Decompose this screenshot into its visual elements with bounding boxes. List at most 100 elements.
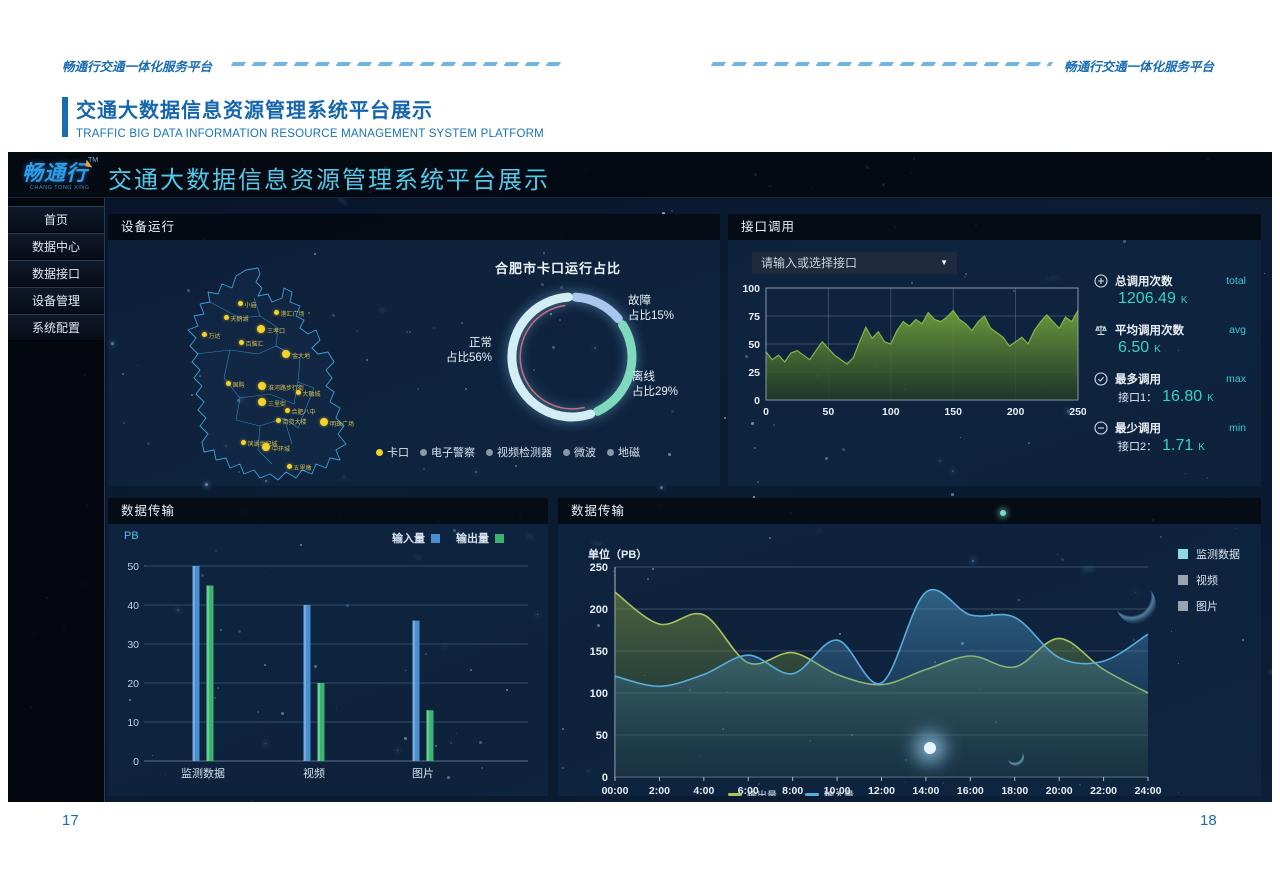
map-poi-dot <box>258 382 266 390</box>
map-poi-label: 百脑汇 <box>245 342 264 348</box>
stat-value: 1206.49 <box>1118 290 1176 307</box>
sidebar-item-data-interface[interactable]: 数据接口 <box>8 260 104 287</box>
title-block: 交通大数据信息资源管理系统平台展示 TRAFFIC BIG DATA INFOR… <box>62 94 544 140</box>
svg-text:20: 20 <box>127 678 139 690</box>
dashboard-topbar: 畅通行TM CHANG TONG XING 交通大数据信息资源管理系统平台展示 <box>8 152 1272 198</box>
sidebar-item-data-center[interactable]: 数据中心 <box>8 233 104 260</box>
donut-legend-item[interactable]: 地磁 <box>607 444 640 460</box>
svg-text:40: 40 <box>127 600 139 612</box>
panel-data-transfer-time: 数据传输 单位（PB） 0 50 100 150 200 250 00:00 2:00 4:00… <box>558 498 1261 796</box>
svg-text:18:00: 18:00 <box>1001 785 1028 796</box>
bottom-legend-item[interactable]: 输入量 <box>805 787 854 796</box>
svg-text:50: 50 <box>748 339 760 351</box>
svg-text:24:00: 24:00 <box>1135 785 1162 796</box>
stat-label: 最多调用 <box>1115 374 1161 386</box>
svg-text:4:00: 4:00 <box>693 785 714 796</box>
legend-line-icon <box>728 793 742 796</box>
time-chart-bottom-legend: 输出量 输入量 <box>728 787 854 796</box>
side-legend-item[interactable]: 图片 <box>1178 598 1240 614</box>
svg-text:2:00: 2:00 <box>649 785 670 796</box>
stat-unit: K <box>1180 295 1188 306</box>
logo-subtext: CHANG TONG XING <box>30 185 90 191</box>
legend-dot-icon <box>420 448 427 456</box>
interface-calls-chart: 0 25 50 75 100 0 50 100 150 200 250 <box>742 283 1086 418</box>
panel-data-transfer-bar-title: 数据传输 <box>108 498 548 524</box>
map-poi-label: 金大地 <box>292 354 311 360</box>
donut-chart <box>507 292 637 422</box>
svg-text:10:00: 10:00 <box>824 785 851 796</box>
map-poi-dot <box>286 463 292 469</box>
stat-tag: total <box>1226 275 1246 287</box>
map-poi-dot <box>238 339 244 345</box>
stat-tag: max <box>1226 373 1246 385</box>
donut-legend-item[interactable]: 电子警察 <box>420 444 475 460</box>
svg-text:6:00: 6:00 <box>738 785 759 796</box>
donut-legend: 卡口 电子警察 视频检测器 微波 地磁 <box>376 444 640 460</box>
map-poi-dot <box>257 325 265 333</box>
map-poi-label: 港汇广场 <box>280 312 305 318</box>
donut-legend-item[interactable]: 视频检测器 <box>486 444 552 460</box>
page-subtitle: TRAFFIC BIG DATA INFORMATION RESOURCE MA… <box>76 128 544 140</box>
data-transfer-bar-chart: 0 10 20 30 40 50 监测数据 视频 图片 <box>127 561 528 780</box>
svg-text:100: 100 <box>590 688 608 700</box>
donut-callout-normal: 正常 占比56% <box>445 337 492 364</box>
donut-legend-item[interactable]: 卡口 <box>376 444 409 460</box>
map-poi-dot <box>320 418 328 426</box>
app-logo[interactable]: 畅通行TM CHANG TONG XING <box>22 157 112 191</box>
svg-text:20:00: 20:00 <box>1046 785 1073 796</box>
brand-text-left: 畅通行交通一体化服务平台 <box>62 60 213 74</box>
panel-data-transfer-time-title: 数据传输 <box>558 498 1261 524</box>
svg-text:10: 10 <box>127 717 139 729</box>
map-poi-label: 大融城 <box>302 392 321 398</box>
legend-dot-icon <box>563 448 570 456</box>
panel-device-run: 设备运行 小庙 港汇广场 天鹅湖 万达 三孝口 百脑汇 金大地 国购 淮河路步行街 大融城 三里街合… <box>108 214 720 486</box>
panel-data-transfer-bar: 数据传输 PB 输入量 输出量 0 10 20 30 40 50 监测数据 视频 图片 <box>108 498 548 796</box>
map-poi-dot <box>295 389 301 395</box>
bar-legend-item[interactable]: 输出量 <box>456 530 504 546</box>
legend-dot-icon <box>376 448 383 456</box>
svg-text:250: 250 <box>590 562 608 574</box>
side-legend-item[interactable]: 视频 <box>1178 572 1240 588</box>
donut-legend-item[interactable]: 微波 <box>563 444 596 460</box>
stat-label: 总调用次数 <box>1115 276 1173 288</box>
map-poi-label: 小庙 <box>244 303 257 309</box>
panel-interface-calls: 接口调用 请输入或选择接口 ▼ 0 25 50 75 100 0 50 100 150 200 25… <box>728 214 1261 486</box>
sidebar-item-home[interactable]: 首页 <box>8 206 104 233</box>
page-number-left: 17 <box>62 812 79 829</box>
panel-interface-calls-title: 接口调用 <box>728 214 1261 240</box>
svg-text:200: 200 <box>590 604 608 616</box>
side-legend-item[interactable]: 监测数据 <box>1178 546 1240 562</box>
map-poi-label: 五里墩 <box>293 466 312 472</box>
map-poi-label: 百货大楼 <box>282 420 307 426</box>
bottom-legend-item[interactable]: 输出量 <box>728 787 777 796</box>
svg-text:视频: 视频 <box>303 766 325 780</box>
interface-select-dropdown[interactable]: 请输入或选择接口 ▼ <box>752 252 957 274</box>
map-poi-label: 合肥八中 <box>291 410 316 416</box>
stat-block: 最多调用 max 接口1： 16.80 K <box>1094 370 1250 408</box>
bar-legend-item[interactable]: 输入量 <box>392 530 440 546</box>
svg-text:0: 0 <box>754 395 760 407</box>
map-poi-dot <box>223 314 229 320</box>
decorative-dashes-left <box>230 62 567 66</box>
map-poi-layer: 小庙 港汇广场 天鹅湖 万达 三孝口 百脑汇 金大地 国购 淮河路步行街 大融城 三里街 合肥八中 百货… <box>150 258 400 483</box>
stat-prefix: 接口2： <box>1118 441 1158 453</box>
page-title: 交通大数据信息资源管理系统平台展示 <box>76 100 433 122</box>
svg-text:00:00: 00:00 <box>602 785 629 796</box>
svg-text:50: 50 <box>823 406 835 418</box>
interface-select-placeholder: 请输入或选择接口 <box>761 256 858 270</box>
donut-callout-fault: 故障 占比15% <box>628 295 675 322</box>
sidebar-item-system-config[interactable]: 系统配置 <box>8 314 104 341</box>
svg-text:监测数据: 监测数据 <box>181 766 225 780</box>
title-accent-bar <box>62 97 68 137</box>
map-poi-label: 明珠广场 <box>330 422 355 428</box>
logo-tm: TM <box>88 157 99 164</box>
map-poi-dot <box>282 350 290 358</box>
sidebar-item-device-management[interactable]: 设备管理 <box>8 287 104 314</box>
svg-text:50: 50 <box>596 730 608 742</box>
legend-dot-icon <box>486 448 493 456</box>
dashboard-title: 交通大数据信息资源管理系统平台展示 <box>108 167 550 194</box>
svg-text:150: 150 <box>944 406 962 418</box>
map-poi-dot <box>240 439 246 445</box>
stat-value: 6.50 <box>1118 339 1150 356</box>
